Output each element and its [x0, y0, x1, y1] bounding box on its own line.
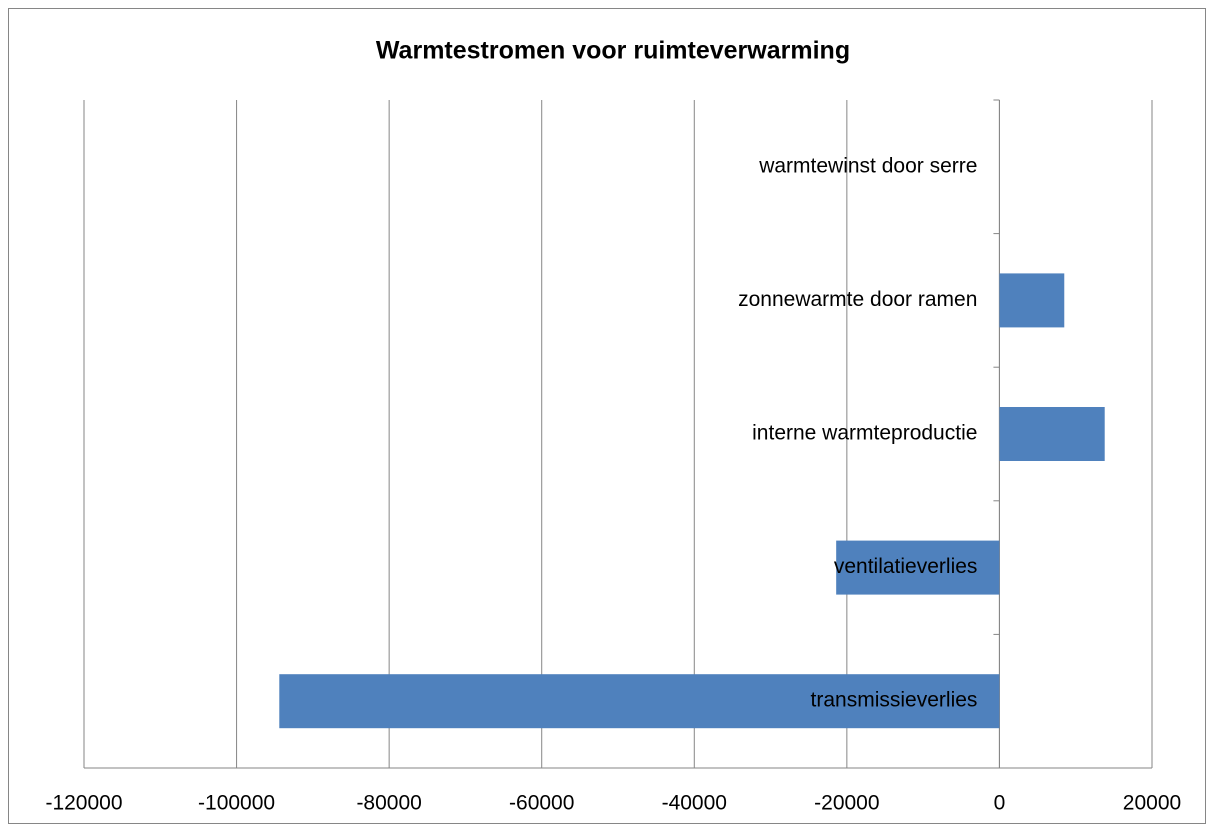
category-label: interne warmteproductie [752, 422, 977, 445]
x-tick-label: 20000 [1123, 792, 1181, 815]
category-label: warmtewinst door serre [758, 154, 977, 177]
bar [999, 407, 1105, 461]
x-tick-label: -40000 [662, 792, 727, 815]
x-tick-label: -100000 [198, 792, 275, 815]
x-tick-label: -120000 [45, 792, 122, 815]
bar [836, 540, 1000, 595]
bar [999, 273, 1065, 328]
bar [279, 674, 1000, 729]
chart-title: Warmtestromen voor ruimteverwarming [376, 37, 850, 65]
x-tick-label: 0 [994, 792, 1006, 815]
category-label: transmissieverlies [811, 689, 978, 712]
x-tick-label: -60000 [509, 792, 574, 815]
x-tick-label: -80000 [356, 792, 421, 815]
category-label: zonnewarmte door ramen [738, 288, 977, 311]
category-label: ventilatieverlies [834, 555, 978, 578]
x-tick-label: -20000 [814, 792, 879, 815]
